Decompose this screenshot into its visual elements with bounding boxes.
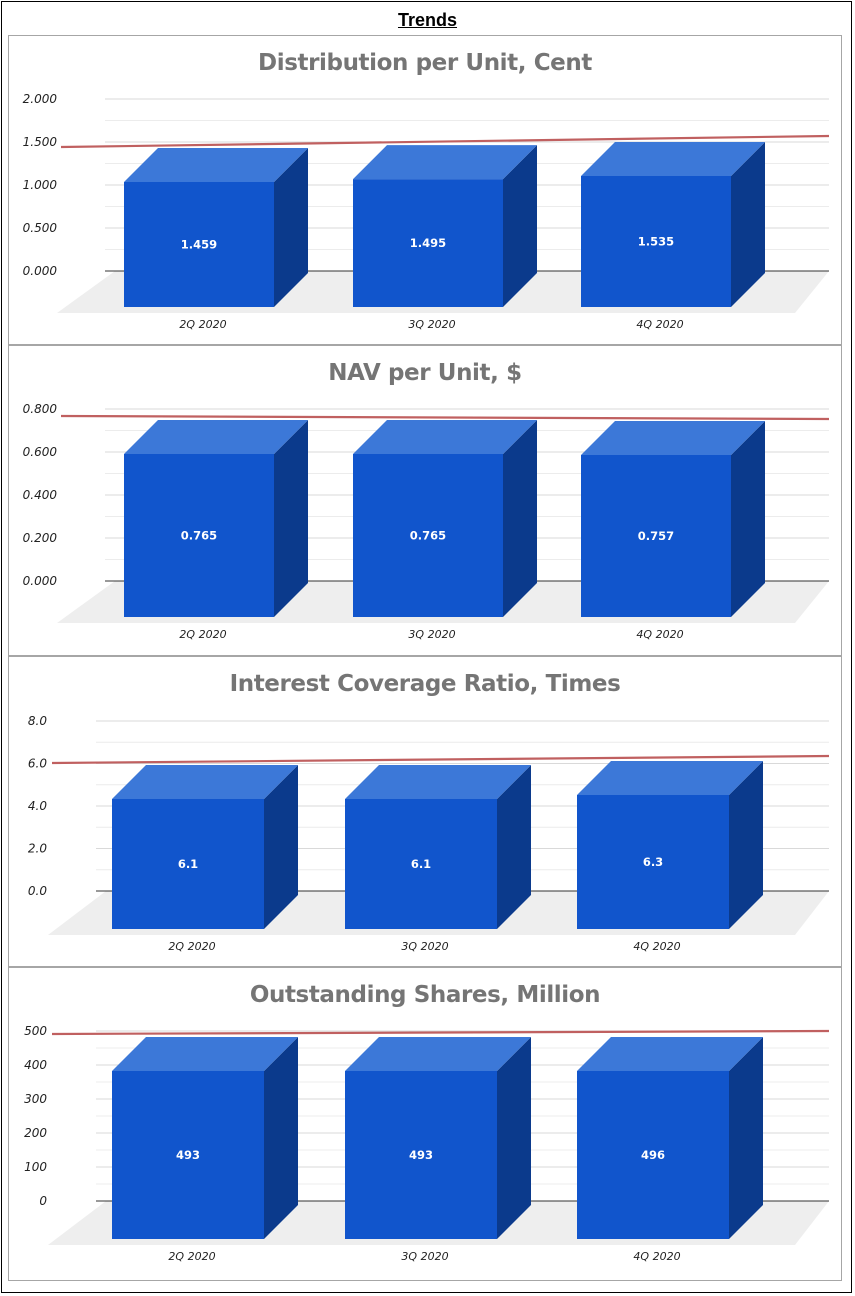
y-tick-label: 2.0 — [28, 842, 47, 856]
x-tick-label: 3Q 2020 — [401, 1250, 448, 1263]
bar-side — [497, 765, 531, 929]
bar-side — [731, 142, 765, 307]
data-label: 1.495 — [410, 236, 446, 250]
bar — [581, 176, 731, 307]
y-tick-label: 0 — [39, 1194, 47, 1208]
chart-svg: 0.000 0.200 0.400 0.600 0.800 0.765 2Q 2020 0.7… — [23, 402, 830, 641]
bar-top — [577, 761, 763, 795]
data-label: 1.459 — [181, 238, 217, 252]
y-tick-label: 300 — [24, 1092, 47, 1106]
y-tick-label: 1.000 — [23, 178, 58, 192]
y-tick-label: 100 — [24, 1160, 47, 1174]
data-label: 493 — [409, 1148, 433, 1162]
data-label: 6.3 — [643, 855, 663, 869]
chart-panel-nav: NAV per Unit, $ 0.000 0.200 0.400 0.600 0.80… — [8, 345, 842, 656]
y-tick-label: 0.800 — [23, 402, 58, 416]
chart-svg: 0.000 0.500 1.000 1.500 2.000 1.459 2Q 2020 1.4… — [23, 92, 830, 331]
y-tick-label: 0.200 — [23, 531, 58, 545]
y-tick-label: 1.500 — [23, 135, 58, 149]
data-label: 0.757 — [638, 529, 674, 543]
x-tick-label: 2Q 2020 — [168, 940, 215, 953]
x-tick-label: 2Q 2020 — [168, 1250, 215, 1263]
chart-svg: 0 100 200 300 400 500 493 2Q 2020 493 3Q 2020 496 4… — [24, 1024, 830, 1263]
y-tick-label: 400 — [24, 1058, 47, 1072]
data-label: 6.1 — [411, 857, 431, 871]
chart-title: Outstanding Shares, Million — [249, 982, 601, 1008]
bar — [577, 795, 729, 929]
y-tick-label: 0.500 — [23, 221, 58, 235]
bar — [345, 799, 497, 929]
bar-top — [112, 1037, 298, 1071]
bar — [124, 182, 274, 307]
bar-top — [345, 765, 531, 799]
bar — [112, 799, 264, 929]
chart-panel-outstanding-shares: Outstanding Shares, Million 0 100 200 300 40… — [8, 967, 842, 1281]
bar-top — [577, 1037, 763, 1071]
y-tick-label: 2.000 — [23, 92, 58, 106]
bar-top — [581, 142, 765, 176]
data-label: 6.1 — [178, 857, 198, 871]
bar-side — [264, 765, 298, 929]
x-tick-label: 4Q 2020 — [636, 628, 683, 641]
bar — [581, 455, 731, 617]
x-tick-label: 2Q 2020 — [179, 628, 226, 641]
bar-top — [345, 1037, 531, 1071]
y-tick-label: 0.600 — [23, 445, 58, 459]
bar — [353, 454, 503, 617]
y-tick-label: 0.000 — [23, 264, 58, 278]
y-tick-label: 4.0 — [28, 799, 47, 813]
bar-top — [353, 420, 537, 454]
bar-side — [503, 420, 537, 617]
page-title: Trends — [397, 10, 458, 30]
chart-panel-distribution: Distribution per Unit, Cent 0.000 0.500 1.… — [8, 35, 842, 345]
trend-line — [51, 1029, 830, 1036]
data-label: 493 — [176, 1148, 200, 1162]
bar-side — [729, 761, 763, 929]
chart-svg: 0.0 2.0 4.0 6.0 8.0 6.1 2Q 2020 6.1 3Q 2020 6.3 4Q… — [28, 714, 830, 953]
data-label: 1.535 — [638, 235, 674, 249]
bar — [345, 1071, 497, 1239]
bar — [577, 1071, 729, 1239]
x-tick-label: 3Q 2020 — [408, 628, 455, 641]
x-tick-label: 4Q 2020 — [633, 1250, 680, 1263]
bar-side — [731, 421, 765, 617]
trend-line — [60, 134, 830, 149]
chart-title: NAV per Unit, $ — [328, 360, 522, 386]
data-label: 0.765 — [410, 529, 446, 543]
chart-panel-interest-coverage: Interest Coverage Ratio, Times 0.0 2.0 4.0… — [8, 656, 842, 967]
bar-top — [581, 421, 765, 455]
bar-top — [124, 148, 308, 182]
trend-line — [60, 414, 830, 421]
data-label: 0.765 — [181, 529, 217, 543]
x-tick-label: 4Q 2020 — [636, 318, 683, 331]
x-tick-label: 2Q 2020 — [179, 318, 226, 331]
y-tick-label: 0.000 — [23, 574, 58, 588]
chart-title: Interest Coverage Ratio, Times — [229, 671, 621, 697]
data-label: 496 — [641, 1148, 665, 1162]
bar-top — [112, 765, 298, 799]
bar-side — [503, 145, 537, 307]
y-tick-label: 8.0 — [28, 714, 47, 728]
y-tick-label: 6.0 — [28, 757, 47, 771]
bar-top — [124, 420, 308, 454]
y-tick-label: 0.400 — [23, 488, 58, 502]
x-tick-label: 3Q 2020 — [401, 940, 448, 953]
bar — [124, 454, 274, 617]
y-tick-label: 200 — [24, 1126, 47, 1140]
trend-line — [51, 754, 830, 765]
chart-title: Distribution per Unit, Cent — [258, 50, 592, 76]
bar — [353, 179, 503, 307]
bar-side — [274, 148, 308, 307]
y-tick-label: 0.0 — [28, 884, 47, 898]
bar-side — [274, 420, 308, 617]
x-tick-label: 3Q 2020 — [408, 318, 455, 331]
x-tick-label: 4Q 2020 — [633, 940, 680, 953]
y-tick-label: 500 — [24, 1024, 47, 1038]
bar-side — [729, 1037, 763, 1239]
bar-side — [264, 1037, 298, 1239]
bar — [112, 1071, 264, 1239]
bar-top — [353, 145, 537, 180]
bar-side — [497, 1037, 531, 1239]
